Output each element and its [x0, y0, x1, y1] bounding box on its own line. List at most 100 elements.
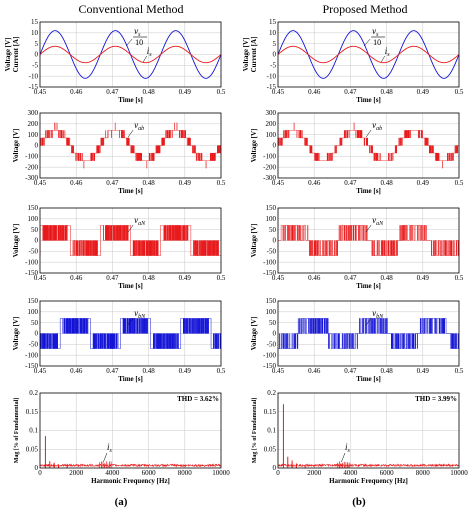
chart-b1: 0.45 0.46 0.47 0.48 0.49 0.5 -15 -10 -5 0 5 10 15 Tim… [242, 18, 464, 104]
x-tick-label: 0 [276, 469, 280, 477]
chart-b5: 0 2000 4000 6000 8000 10000 0 0.05 0.1 0.15 0.2 Har… [252, 389, 468, 485]
x-tick-label: 0.45 [272, 179, 285, 187]
x-tick-label: 6000 [142, 469, 157, 477]
x-axis-label: Time [s] [118, 375, 143, 383]
x-tick-label: 0.45 [272, 274, 285, 282]
annotation-label: vbN [134, 308, 146, 320]
y-tick-label: 0.05 [264, 445, 277, 453]
y-tick-label: 0 [35, 464, 39, 472]
y-tick-label: 150 [266, 297, 277, 305]
y-tick-label: -50 [29, 341, 39, 349]
annotation-arrow [127, 317, 134, 326]
x-tick-label: 8000 [178, 469, 193, 477]
x-tick-label: 6000 [380, 469, 395, 477]
series-line-vab [40, 122, 221, 169]
y-tick-label: 300 [266, 109, 277, 117]
x-tick-label: 0.46 [308, 274, 321, 282]
y-tick-label: 0 [273, 330, 277, 338]
annotation-label: vaN [134, 215, 146, 227]
x-axis-label: Time [s] [118, 96, 143, 104]
subfigure-label-b: (b) [352, 496, 366, 508]
x-tick-label: 0.5 [217, 274, 226, 282]
series-line-is [40, 45, 221, 64]
annotation-arrow [125, 38, 133, 47]
y-tick-label: 100 [266, 131, 277, 139]
y-tick-label: -150 [263, 362, 276, 370]
x-tick-label: 0.45 [34, 274, 47, 282]
annotation-arrow [365, 129, 372, 138]
y-tick-label: 150 [266, 204, 277, 212]
y-tick-label: -15 [29, 83, 39, 91]
y-tick-label: 5 [273, 40, 277, 48]
x-tick-label: 0.48 [142, 88, 155, 96]
x-tick-label: 10000 [212, 469, 230, 477]
annotation-label: vs [134, 26, 141, 38]
y-axis-label: Voltage [V] [12, 224, 20, 258]
x-tick-label: 2000 [307, 469, 322, 477]
annotation-arrow [365, 224, 372, 233]
column-title-b: Proposed Method [322, 2, 408, 16]
y-tick-label: 200 [28, 120, 39, 128]
y-tick-label: 0 [35, 330, 39, 338]
annotation-label: vaN [372, 215, 384, 227]
y-tick-label: 0.05 [26, 445, 39, 453]
x-tick-label: 0.47 [344, 274, 357, 282]
y-tick-label: 150 [28, 297, 39, 305]
series-line-is [278, 45, 459, 64]
x-tick-label: 0.5 [455, 88, 464, 96]
annotation-label: vs [372, 26, 379, 38]
plot-area [40, 225, 221, 256]
thd-label: THD = 3.99% [415, 395, 457, 403]
x-axis-label: Time [s] [118, 187, 143, 195]
plot-frame [277, 300, 460, 367]
plot-frame [39, 21, 222, 88]
thd-label: THD = 3.62% [177, 395, 219, 403]
y-tick-label: 0 [273, 142, 277, 150]
fraction-denominator: 10 [135, 38, 143, 47]
x-tick-label: 0.5 [455, 179, 464, 187]
plot-area [40, 122, 221, 169]
y-tick-label: -300 [25, 174, 38, 182]
annotation-arrow [341, 452, 346, 463]
annotation-label: is [385, 46, 391, 58]
y-tick-label: -100 [25, 351, 38, 359]
x-tick-label: 0.47 [106, 274, 119, 282]
plot-frame [39, 392, 222, 469]
y-tick-label: -50 [29, 248, 39, 256]
y-tick-label: 5 [35, 40, 39, 48]
plot-area [278, 404, 459, 468]
x-tick-label: 2000 [69, 469, 84, 477]
y-axis-label: Voltage [V] [12, 129, 20, 163]
y-tick-label: 0 [273, 464, 277, 472]
plot-area [278, 122, 459, 169]
y-tick-label: 15 [269, 18, 277, 26]
y-tick-label: 0 [35, 237, 39, 245]
x-tick-label: 0.49 [417, 367, 430, 375]
x-axis-label: Harmonic Frequency [Hz] [91, 477, 170, 485]
y-axis-label: Mag [% of Fundamental] [252, 398, 258, 464]
y-tick-label: -200 [25, 163, 38, 171]
annotation-label: vab [134, 120, 144, 132]
x-tick-label: 0.47 [106, 367, 119, 375]
y-tick-label: 0.2 [267, 389, 276, 397]
x-tick-label: 0.46 [308, 367, 321, 375]
x-tick-label: 0.47 [344, 179, 357, 187]
y-tick-label: 0 [35, 51, 39, 59]
annotation-label: vab [372, 120, 382, 132]
y-axis-label-voltage: Voltage [V] [242, 38, 250, 72]
y-axis-label-current: Current [A] [250, 37, 258, 73]
chart-b2: 0.45 0.46 0.47 0.48 0.49 0.5 -300 -200 -100 0 100 2… [250, 109, 464, 195]
x-tick-label: 0.48 [380, 88, 393, 96]
annotation-arrow [380, 55, 386, 63]
x-tick-label: 0.48 [380, 367, 393, 375]
series-line-vbN [40, 318, 221, 349]
y-tick-label: 0.15 [264, 408, 277, 416]
x-tick-label: 0.49 [179, 179, 192, 187]
chart-a1: 0.45 0.46 0.47 0.48 0.49 0.5 -15 -10 -5 0 5 10 15 Tim… [4, 18, 226, 104]
x-tick-label: 0.46 [70, 88, 83, 96]
column-title-a: Conventional Method [78, 2, 184, 16]
plot-frame [277, 21, 460, 88]
x-tick-label: 0.47 [344, 367, 357, 375]
y-tick-label: -300 [263, 174, 276, 182]
